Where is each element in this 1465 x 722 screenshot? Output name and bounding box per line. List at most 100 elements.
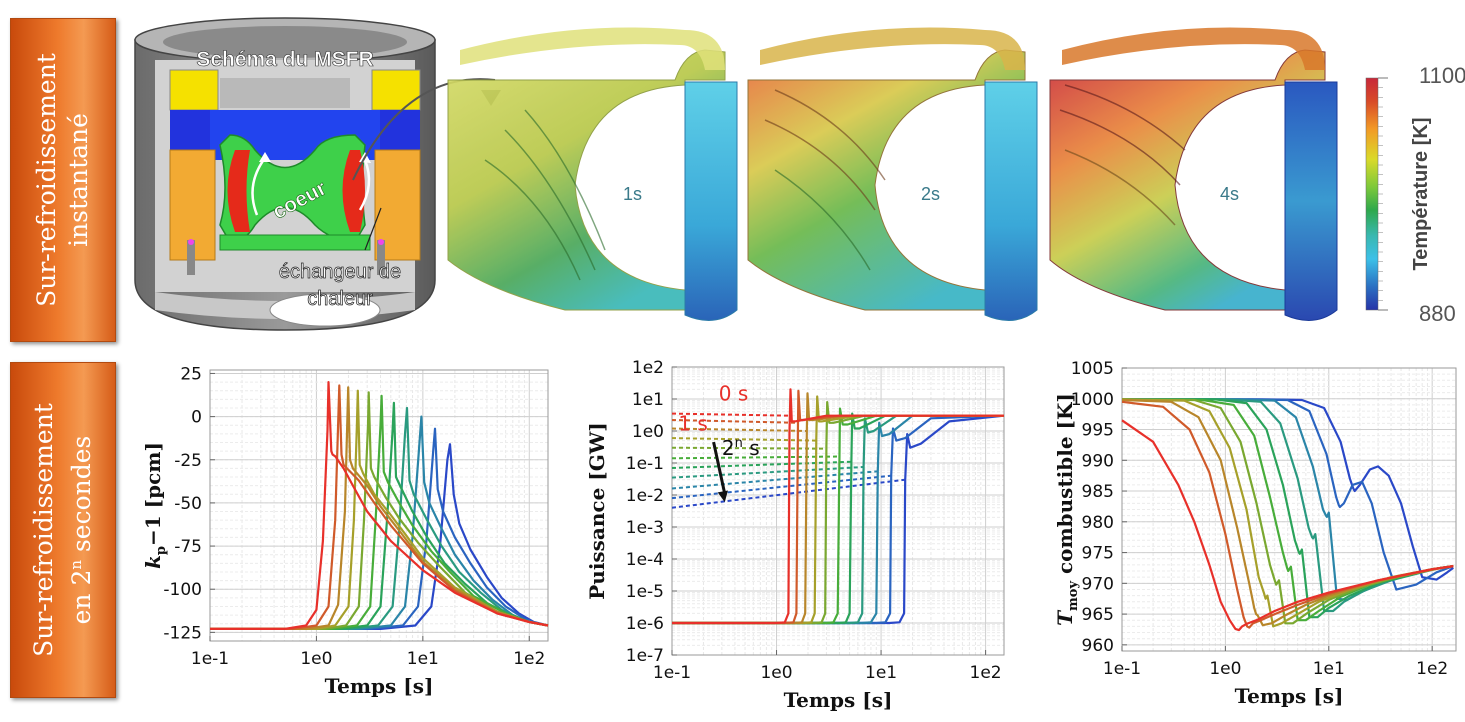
dashed-series-line-1 — [671, 412, 791, 417]
series-line-1 — [210, 381, 549, 630]
series-line-6 — [672, 407, 1004, 625]
y-axis-label-sub: moy — [1066, 581, 1081, 611]
msfr-schematic: Schéma du MSFR coeur échangeur de chaleu… — [134, 17, 501, 331]
dashed-series-line-5 — [671, 446, 827, 450]
plot-frame — [671, 366, 1005, 656]
y-tick-label: 1e-4 — [626, 550, 664, 570]
top-illustration: Schéma du MSFR coeur échangeur de chaleu… — [134, 17, 1465, 331]
y-tick-label: 1e1 — [632, 390, 664, 410]
y-tick-label: 1005 — [1071, 359, 1114, 379]
y-tick-label: 980 — [1082, 513, 1114, 533]
y-tick-label: 995 — [1082, 421, 1114, 441]
snapshot-1s-label: 1s — [623, 184, 642, 204]
x-tick-label: 1e0 — [300, 649, 332, 669]
y-tick-label: 25 — [180, 364, 202, 384]
x-tick-label: 1e2 — [1416, 659, 1448, 679]
series-line-7 — [672, 412, 1004, 625]
snapshot-1s: 1s — [447, 27, 738, 321]
y-tick-label: 975 — [1082, 544, 1114, 564]
x-tick-label: 1e2 — [513, 649, 545, 669]
y-axis-label-main: k — [141, 555, 165, 569]
y-tick-label: -100 — [163, 580, 202, 600]
dashed-series-line-4 — [671, 437, 817, 442]
y-axis-label-sub: p — [154, 546, 169, 555]
snapshot-4s-label: 4s — [1220, 184, 1239, 204]
series-line-9 — [210, 415, 549, 630]
dashed-series-line-8 — [671, 466, 864, 479]
y-tick-label: 965 — [1082, 605, 1114, 625]
chart-panel-2: 1e-1 1e0 1e1 1e2 1e2 1e1 1e0 1e-1 1e-2 1e-3 1e-4 1e… — [585, 358, 1005, 712]
y-tick-label: 1e-7 — [626, 646, 664, 666]
annotation-text: 0 s — [719, 381, 749, 405]
series-line-8 — [210, 406, 549, 630]
snapshot-2s: 2s — [747, 27, 1038, 321]
series-line-9 — [672, 414, 1004, 625]
y-tick-label: 0 — [191, 408, 202, 428]
series-line-5 — [672, 400, 1004, 625]
series-line-3 — [1121, 398, 1454, 627]
x-tick-label: 1e-1 — [191, 649, 229, 669]
x-tick-label: 1e0 — [1209, 659, 1241, 679]
colorbar-max-label: 1100 — [1419, 63, 1465, 88]
row-label-bottom: Sur-refroidissement en 2n secondes — [10, 362, 116, 698]
annotation-1: 0 s — [719, 381, 749, 405]
y-tick-label: 1000 — [1071, 390, 1114, 410]
series-line-8 — [672, 414, 1004, 625]
exchanger-label-line2: chaleur — [307, 288, 373, 310]
annotation-2: 1 s — [678, 411, 708, 435]
y-tick-label: -50 — [174, 494, 202, 514]
y-tick-label: -75 — [174, 537, 202, 557]
series-line-11 — [1122, 398, 1454, 581]
chart-panel-3: 1e-1 1e0 1e1 1e2 1005 1000 995 990 985 980 975 970 9… — [1053, 359, 1457, 708]
x-tick-label: 1e0 — [760, 663, 792, 683]
y-tick-label: 1e0 — [632, 422, 664, 442]
y-tick-label: 1e2 — [632, 358, 664, 378]
y-tick-label: 970 — [1082, 574, 1114, 594]
series-line-3 — [210, 386, 549, 630]
annotation-sup: n — [735, 436, 743, 451]
y-axis-label-main: T — [1053, 609, 1077, 626]
series-line-6 — [210, 394, 549, 630]
trend-arrow-shaft — [712, 441, 727, 495]
y-axis-label: Tmoy combustible [K] — [1053, 393, 1081, 626]
plots: 1e-1 1e0 1e1 1e2 25 0 -25 -50 -75 -100 -125 Temps [… — [141, 358, 1457, 712]
series-line-1 — [672, 388, 1004, 625]
y-tick-label: 1e-6 — [626, 614, 664, 634]
y-tick-label: 990 — [1082, 451, 1114, 471]
annotation-tail: s — [743, 436, 760, 460]
annotation-text: 2 — [722, 436, 735, 460]
colorbar-min-label: 880 — [1419, 301, 1456, 326]
dashed-series-line-10 — [671, 474, 892, 500]
annotation-text: 1 s — [678, 411, 708, 435]
x-tick-label: 1e-1 — [1103, 659, 1141, 679]
x-axis-label: Temps [s] — [784, 688, 893, 712]
y-tick-label: -25 — [174, 451, 202, 471]
exchanger-label-line1: échangeur de — [279, 261, 401, 283]
snapshot-2s-label: 2s — [921, 184, 940, 204]
series-line-2 — [672, 389, 1004, 625]
row-label-top-line1: Sur-refroidissement — [32, 53, 61, 307]
plot-frame — [209, 369, 549, 642]
series-line-10 — [210, 427, 549, 630]
y-axis-label-rest: combustible [K] — [1053, 393, 1077, 581]
trend-arrow-head — [717, 490, 728, 503]
x-tick-label: 1e2 — [970, 663, 1002, 683]
plot-frame — [1121, 367, 1457, 652]
y-tick-label: 1e-3 — [626, 518, 664, 538]
y-tick-label: 985 — [1082, 482, 1114, 502]
y-axis-label-rest: −1 [pcm] — [141, 442, 165, 546]
series-line-10 — [672, 414, 1005, 625]
y-axis-label: kp−1 [pcm] — [141, 442, 169, 569]
colorbar-title: Température [K] — [1410, 118, 1432, 271]
snapshot-4s: 4s — [1049, 27, 1338, 321]
temperature-colorbar: 1100 880 Température [K] — [1365, 63, 1465, 326]
x-tick-label: 1e1 — [407, 649, 439, 669]
x-tick-label: 1e1 — [865, 663, 897, 683]
row-label-top: Sur-refroidissement instantané — [10, 18, 116, 342]
dashed-series-line-7 — [671, 460, 852, 469]
series-line-3 — [672, 392, 1004, 625]
series-line-11 — [672, 414, 1005, 625]
y-tick-label: 1e-1 — [626, 454, 664, 474]
row-label-top-line2: instantané — [64, 113, 93, 247]
x-tick-label: 1e-1 — [653, 663, 691, 683]
